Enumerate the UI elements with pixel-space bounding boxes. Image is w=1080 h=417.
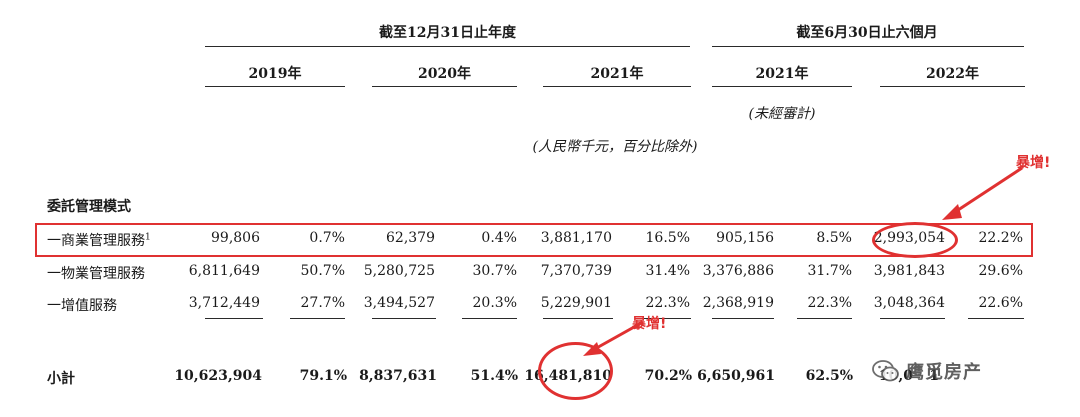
cell: 62,379 bbox=[386, 230, 435, 246]
header-group-year-end-rule bbox=[205, 46, 690, 47]
cell: 27.7% bbox=[300, 295, 345, 311]
row-label-subtotal: 小計 bbox=[47, 371, 75, 387]
column-underline bbox=[290, 318, 345, 319]
cell: 16.5% bbox=[645, 230, 690, 246]
section-title: 委託管理模式 bbox=[47, 199, 131, 215]
header-year-2019-rule bbox=[205, 86, 345, 87]
cell: 62.5% bbox=[805, 368, 853, 384]
header-group-year-end: 截至12月31日止年度 bbox=[379, 25, 516, 41]
cell: 10,623,904 bbox=[174, 368, 262, 384]
header-year-2021: 2021年 bbox=[590, 66, 644, 82]
cell: 22.3% bbox=[807, 295, 852, 311]
cell: 3,376,886 bbox=[702, 263, 774, 279]
row-label-value-added: 一增值服務 bbox=[47, 298, 117, 314]
unaudited-note: (未經審計) bbox=[748, 106, 816, 122]
column-underline bbox=[712, 318, 774, 319]
header-year-2021-h1: 2021年 bbox=[755, 66, 809, 82]
cell: 31.7% bbox=[807, 263, 852, 279]
cell: 50.7% bbox=[300, 263, 345, 279]
header-year-2020-rule bbox=[372, 86, 517, 87]
cell: 2,368,919 bbox=[702, 295, 774, 311]
cell: 1 bbox=[929, 368, 939, 384]
cell: 3,981,843 bbox=[873, 263, 945, 279]
row-label-property: 一物業管理服務 bbox=[47, 266, 145, 282]
column-underline bbox=[543, 318, 613, 319]
cell: 79.1% bbox=[299, 368, 347, 384]
cell: 3,048,364 bbox=[873, 295, 945, 311]
highlight-ellipse-2021-subtotal bbox=[538, 342, 613, 400]
units-note: (人民幣千元，百分比除外) bbox=[532, 139, 698, 155]
cell: 20.3% bbox=[472, 295, 517, 311]
cell: 5,229,901 bbox=[540, 295, 612, 311]
cell: 3,494,527 bbox=[363, 295, 435, 311]
cell: 22.6% bbox=[978, 295, 1023, 311]
cell: 6,811,649 bbox=[188, 263, 260, 279]
callout-top: 暴增! bbox=[1016, 155, 1051, 171]
cell: 6,650,961 bbox=[697, 368, 775, 384]
highlight-ellipse-2022-commercial bbox=[872, 222, 958, 258]
column-underline bbox=[462, 318, 517, 319]
header-year-2021-h1-rule bbox=[712, 86, 852, 87]
cell: 51.4% bbox=[470, 368, 518, 384]
header-year-2022-h1-rule bbox=[880, 86, 1025, 87]
watermark-text: 鹰觅房产 bbox=[906, 362, 982, 383]
arrow-icon bbox=[583, 320, 644, 356]
cell: 29.6% bbox=[978, 263, 1023, 279]
callout-bottom: 暴增! bbox=[632, 316, 667, 332]
wechat-icon bbox=[872, 360, 899, 382]
cell: 5,280,725 bbox=[363, 263, 435, 279]
column-underline bbox=[205, 318, 263, 319]
cell: 3,881,170 bbox=[540, 230, 612, 246]
cell: 22.2% bbox=[978, 230, 1023, 246]
cell: 905,156 bbox=[716, 230, 774, 246]
cell: 7,370,739 bbox=[540, 263, 612, 279]
header-year-2022-h1: 2022年 bbox=[926, 66, 979, 82]
arrow-icon bbox=[942, 166, 1023, 220]
footnote-marker: 1 bbox=[145, 232, 151, 243]
header-year-2021-rule bbox=[543, 86, 691, 87]
cell: 22.3% bbox=[645, 295, 690, 311]
header-group-six-months: 截至6月30日止六個月 bbox=[796, 25, 938, 41]
row-label-commercial: 一商業管理服務1 bbox=[47, 230, 151, 250]
header-group-six-months-rule bbox=[712, 46, 1024, 47]
highlight-row-rectangle bbox=[35, 223, 1033, 257]
cell: 0.7% bbox=[309, 230, 345, 246]
header-year-2019: 2019年 bbox=[248, 66, 302, 82]
row-label-commercial-text: 一商業管理服務 bbox=[47, 233, 145, 249]
column-underline bbox=[968, 318, 1024, 319]
header-year-2020: 2020年 bbox=[418, 66, 471, 82]
column-underline bbox=[880, 318, 945, 319]
cell: 0.4% bbox=[481, 230, 517, 246]
cell: 99,806 bbox=[211, 230, 260, 246]
cell: 30.7% bbox=[472, 263, 517, 279]
cell: 31.4% bbox=[645, 263, 690, 279]
column-underline bbox=[372, 318, 436, 319]
cell: 3,712,449 bbox=[188, 295, 260, 311]
column-underline bbox=[635, 318, 691, 319]
cell: 8.5% bbox=[816, 230, 852, 246]
cell: 70.2% bbox=[644, 368, 692, 384]
column-underline bbox=[797, 318, 852, 319]
watermark: 鹰觅房产 bbox=[872, 357, 982, 385]
cell: 8,837,631 bbox=[359, 368, 437, 384]
